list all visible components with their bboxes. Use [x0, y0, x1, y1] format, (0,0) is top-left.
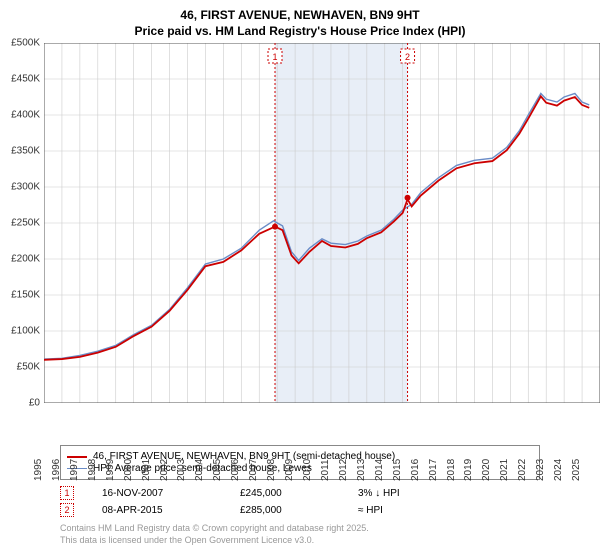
y-tick-label: £400K — [11, 110, 40, 121]
chart-container: 46, FIRST AVENUE, NEWHAVEN, BN9 9HT Pric… — [0, 0, 600, 560]
chart-area: 12 £0£50K£100K£150K£200K£250K£300K£350K£… — [44, 43, 600, 403]
sale-delta: 3% ↓ HPI — [358, 488, 400, 499]
x-tick-label: 2023 — [535, 459, 546, 481]
x-tick-label: 2009 — [284, 459, 295, 481]
x-tick-label: 2012 — [338, 459, 349, 481]
x-tick-label: 2000 — [123, 459, 134, 481]
x-tick-label: 2020 — [481, 459, 492, 481]
y-tick-label: £0 — [29, 398, 40, 409]
x-tick-label: 2005 — [212, 459, 223, 481]
y-tick-label: £200K — [11, 254, 40, 265]
svg-text:1: 1 — [273, 52, 278, 62]
x-tick-label: 2025 — [571, 459, 582, 481]
x-tick-label: 2006 — [230, 459, 241, 481]
x-tick-label: 2016 — [410, 459, 421, 481]
sale-marker: 2 — [60, 503, 74, 517]
sale-price: £285,000 — [240, 505, 330, 516]
x-tick-label: 2022 — [517, 459, 528, 481]
svg-text:2: 2 — [405, 52, 410, 62]
y-tick-label: £300K — [11, 182, 40, 193]
x-tick-label: 2015 — [392, 459, 403, 481]
x-tick-label: 2011 — [320, 460, 331, 482]
sale-delta: ≈ HPI — [358, 505, 383, 516]
sale-date: 08-APR-2015 — [102, 505, 212, 516]
x-tick-label: 2017 — [428, 459, 439, 481]
y-tick-label: £100K — [11, 326, 40, 337]
x-tick-label: 2003 — [176, 459, 187, 481]
x-tick-label: 2010 — [302, 459, 313, 481]
attrib-line-1: Contains HM Land Registry data © Crown c… — [60, 523, 590, 535]
x-tick-label: 2008 — [266, 459, 277, 481]
y-tick-label: £500K — [11, 38, 40, 49]
y-tick-label: £250K — [11, 218, 40, 229]
legend-swatch — [67, 456, 87, 458]
y-tick-label: £150K — [11, 290, 40, 301]
title-line-2: Price paid vs. HM Land Registry's House … — [10, 24, 590, 40]
attribution: Contains HM Land Registry data © Crown c… — [60, 523, 590, 546]
legend-label: 46, FIRST AVENUE, NEWHAVEN, BN9 9HT (sem… — [93, 451, 395, 462]
x-tick-label: 2001 — [141, 459, 152, 481]
x-tick-label: 2018 — [446, 459, 457, 481]
x-tick-label: 2014 — [374, 459, 385, 481]
x-tick-label: 1998 — [87, 459, 98, 481]
x-tick-label: 2004 — [194, 459, 205, 481]
x-tick-label: 1995 — [33, 459, 44, 481]
sale-row: 1 16-NOV-2007 £245,000 3% ↓ HPI — [60, 486, 590, 500]
y-tick-label: £450K — [11, 74, 40, 85]
attrib-line-2: This data is licensed under the Open Gov… — [60, 535, 590, 547]
sale-date: 16-NOV-2007 — [102, 488, 212, 499]
x-tick-label: 2024 — [553, 459, 564, 481]
x-tick-label: 2021 — [499, 459, 510, 481]
sale-price: £245,000 — [240, 488, 330, 499]
x-tick-label: 2007 — [248, 459, 259, 481]
x-tick-label: 1997 — [69, 459, 80, 481]
chart-title: 46, FIRST AVENUE, NEWHAVEN, BN9 9HT Pric… — [10, 8, 590, 39]
y-tick-label: £350K — [11, 146, 40, 157]
sale-marker: 1 — [60, 486, 74, 500]
y-tick-label: £50K — [17, 362, 40, 373]
x-tick-label: 2019 — [463, 459, 474, 481]
sale-row: 2 08-APR-2015 £285,000 ≈ HPI — [60, 503, 590, 517]
x-tick-label: 1996 — [51, 459, 62, 481]
x-tick-label: 2002 — [159, 459, 170, 481]
x-tick-label: 2013 — [356, 459, 367, 481]
sales-table: 1 16-NOV-2007 £245,000 3% ↓ HPI 2 08-APR-… — [10, 486, 590, 517]
x-tick-label: 1999 — [105, 459, 116, 481]
line-chart: 12 — [44, 43, 600, 403]
title-line-1: 46, FIRST AVENUE, NEWHAVEN, BN9 9HT — [10, 8, 590, 24]
x-axis-labels: 1995199619971998199920002001200220032004… — [44, 403, 600, 441]
